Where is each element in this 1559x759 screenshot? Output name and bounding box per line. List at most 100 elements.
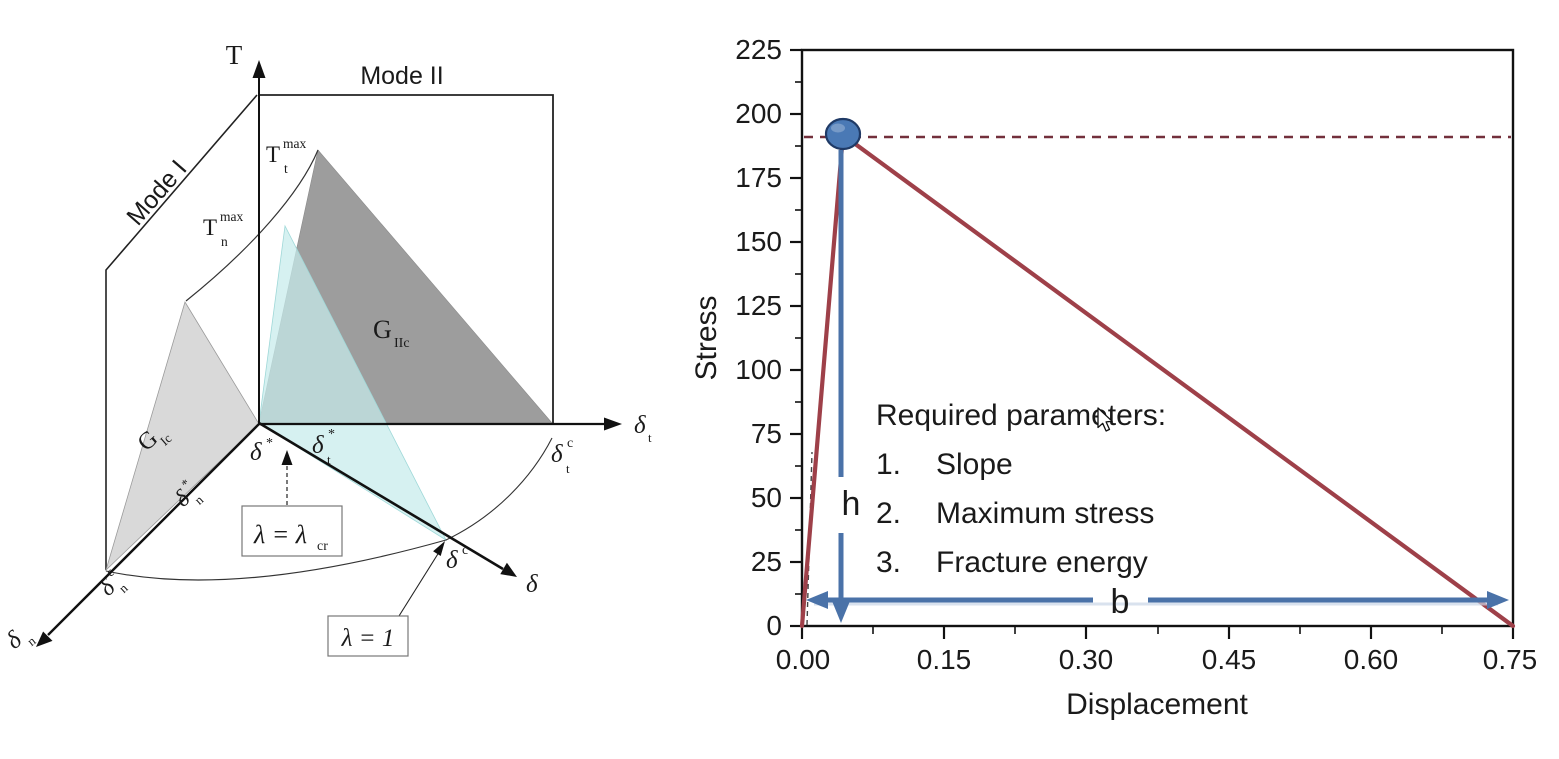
lambda-1-callout: λ = 1 xyxy=(327,541,445,657)
y-tick-label: 125 xyxy=(735,290,782,321)
cohesive-zone-diagram: T Mode II Mode I T max t T max n G Ic G … xyxy=(1,40,652,657)
mode2-plane-outline xyxy=(259,94,554,424)
lambda-1-pointer-line xyxy=(398,548,442,617)
x-tick-label: 0.00 xyxy=(776,644,831,675)
mode1-plane-outline xyxy=(105,94,258,570)
y-axis-title-group: Stress xyxy=(690,295,723,380)
delta-t-axis-label: δ t xyxy=(634,412,652,445)
h-arrow-down-head-icon xyxy=(832,601,850,623)
lambda-cr-callout: λ = λ cr xyxy=(241,450,343,557)
y-tick-label: 75 xyxy=(751,418,782,449)
peak-marker xyxy=(824,117,862,151)
t-n-max-base: T xyxy=(203,215,217,240)
cursor-pointer-shape xyxy=(1097,407,1113,432)
lambda-cr-arrowhead-icon xyxy=(281,450,293,465)
stress-displacement-plot: 225 200 175 150 125 100 75 50 25 0 0.00 … xyxy=(690,34,1537,721)
t-t-max-label: T max t xyxy=(266,136,306,176)
delta-axis-line xyxy=(258,421,504,571)
delta-t-axis-arrowhead-icon xyxy=(604,417,622,431)
t-n-max-sup: max xyxy=(220,209,243,224)
x-tick-labels: 0.00 0.15 0.30 0.45 0.60 0.75 xyxy=(776,644,1538,675)
t-axis-arrowhead-icon xyxy=(252,60,266,78)
y-minor-ticks xyxy=(795,81,802,595)
t-axis xyxy=(252,60,266,424)
origin-dashed-guide xyxy=(806,451,813,626)
g2c-sub: IIc xyxy=(394,336,410,351)
g2c-base: G xyxy=(373,315,392,344)
delta-c-label: δ c xyxy=(446,543,468,574)
peak-marker-highlight xyxy=(831,123,845,133)
delta-n-axis xyxy=(36,423,260,647)
lambda-1-box xyxy=(327,615,409,657)
delta-c-sup: c xyxy=(462,543,468,558)
annotation-item-2-text: Maximum stress xyxy=(936,497,1154,530)
y-tick-label: 100 xyxy=(735,354,782,385)
delta-t-sub: t xyxy=(648,430,652,445)
bilinear-curve xyxy=(799,132,1516,629)
x-tick-label: 0.30 xyxy=(1059,644,1114,675)
delta-t-star-label: δ * t xyxy=(312,427,335,467)
mode2-plane-label: Mode II xyxy=(360,62,443,90)
y-tick-label: 200 xyxy=(735,98,782,129)
t-n-max-sub: n xyxy=(221,234,228,249)
t-t-max-base: T xyxy=(266,142,280,167)
delta-n-base: δ xyxy=(1,626,27,655)
y-tick-label: 225 xyxy=(735,34,782,65)
delta-t-star-sup: * xyxy=(328,427,335,442)
delta-axis-arrowhead-icon xyxy=(500,562,517,577)
t-axis-label: T xyxy=(226,40,243,70)
delta-axis xyxy=(258,421,517,577)
b-arrow-right-head-icon xyxy=(1487,591,1509,609)
x-tick-label: 0.60 xyxy=(1344,644,1399,675)
annotation-title: Required parameters: xyxy=(876,399,1166,432)
delta-n-c-base: δ xyxy=(95,574,121,601)
delta-star-sup: * xyxy=(266,436,273,451)
b-dimension-arrow: b xyxy=(806,583,1509,621)
delta-t-base: δ xyxy=(634,412,646,439)
delta-t-axis xyxy=(259,417,622,431)
delta-n-axis-label: δ n xyxy=(1,626,39,655)
h-arrow-label: h xyxy=(842,485,861,523)
g1c-triangle xyxy=(105,301,260,572)
delta-t-c-sub: t xyxy=(566,461,570,476)
y-tick-labels: 225 200 175 150 125 100 75 50 25 0 xyxy=(735,34,782,641)
y-tick-label: 25 xyxy=(751,546,782,577)
delta-t-c-sup: c xyxy=(567,436,573,451)
t-t-max-sub: t xyxy=(284,161,288,176)
lambda-cr-box xyxy=(241,505,343,557)
delta-star-label: δ * xyxy=(250,436,273,466)
lambda-1-arrowhead-icon xyxy=(433,541,445,556)
annotation-item-3-num: 3. xyxy=(876,546,901,579)
peak-traction-curve xyxy=(185,149,319,302)
mouse-cursor-icon xyxy=(1097,407,1113,432)
t-n-max-label: T max n xyxy=(203,209,243,249)
b-arrow-label: b xyxy=(1111,583,1130,621)
y-major-ticks xyxy=(790,48,802,628)
mode1-plane-label-group: Mode I xyxy=(121,155,192,231)
lambda-cr-text: λ = λ xyxy=(253,520,307,549)
x-tick-label: 0.15 xyxy=(917,644,972,675)
delta-n-axis-arrowhead-icon xyxy=(36,631,53,647)
x-minor-ticks xyxy=(872,626,1443,634)
delta-t-c-label: δ c t xyxy=(551,436,573,476)
lambda-1-text: λ = 1 xyxy=(341,625,395,652)
delta-star-base: δ xyxy=(250,439,262,466)
delta-t-star-base: δ xyxy=(312,432,324,459)
annotation-item-1-num: 1. xyxy=(876,448,901,481)
required-parameters-list: Required parameters: 1. Slope 2. Maximum… xyxy=(876,399,1166,579)
delta-t-star-sub: t xyxy=(327,452,331,467)
h-dimension-arrow: h xyxy=(832,150,860,623)
x-major-ticks xyxy=(800,626,1515,639)
peak-marker-ellipse xyxy=(824,117,862,151)
b-arrow-left-head-icon xyxy=(806,591,828,609)
g2c-label: G IIc xyxy=(373,315,410,351)
delta-t-c-base: δ xyxy=(551,441,563,468)
delta-c-base: δ xyxy=(446,547,458,574)
y-tick-label: 150 xyxy=(735,226,782,257)
mode1-plane-label: Mode I xyxy=(121,155,192,231)
x-tick-label: 0.45 xyxy=(1202,644,1257,675)
annotation-item-2-num: 2. xyxy=(876,497,901,530)
annotation-item-3-text: Fracture energy xyxy=(936,546,1148,579)
